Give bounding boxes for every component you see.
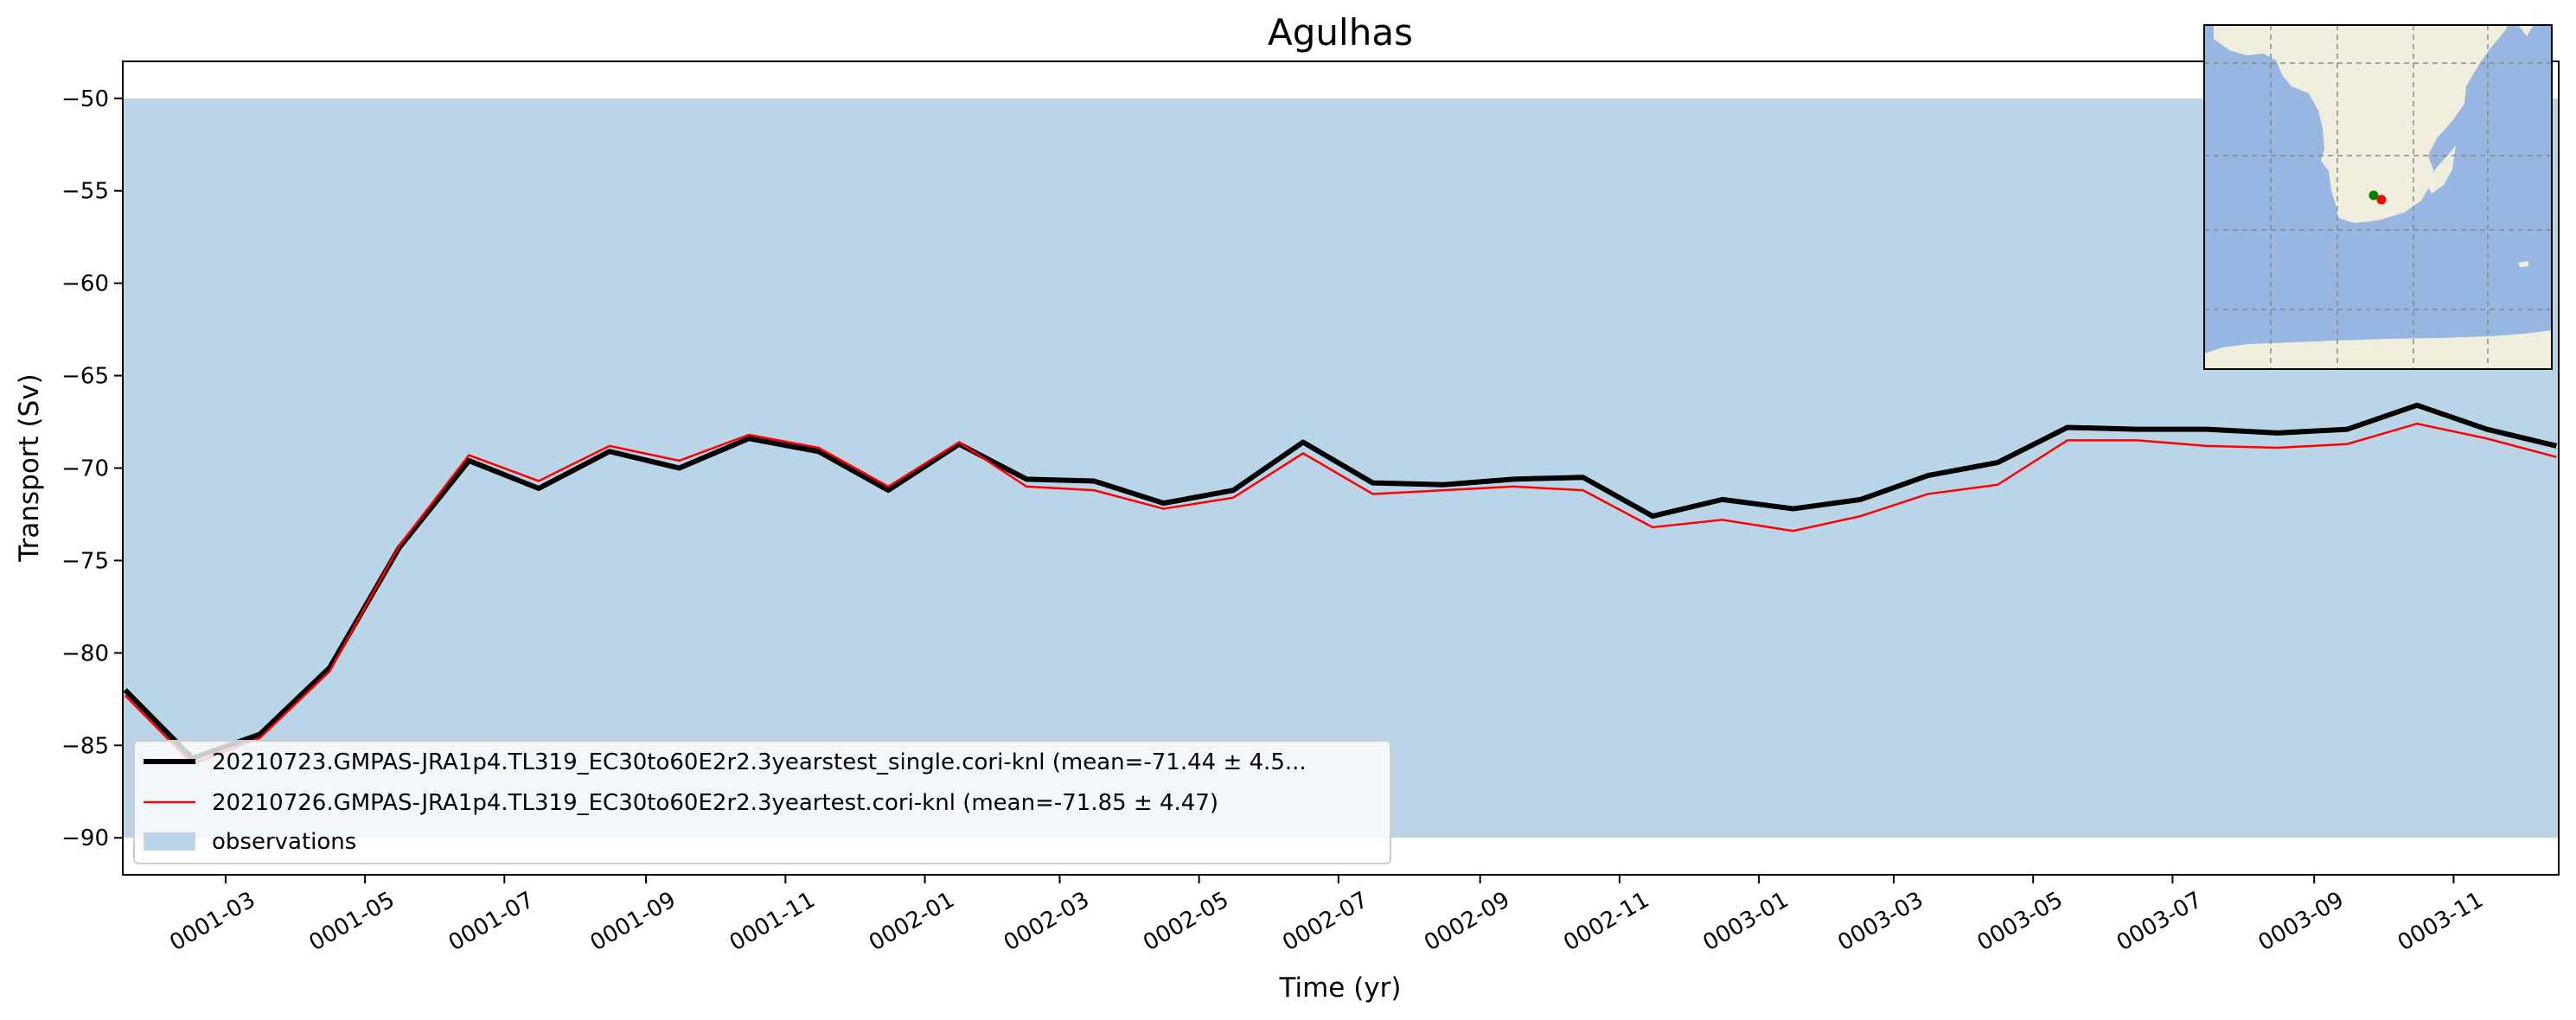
map-land-antarctica: [2204, 330, 2552, 369]
map-land-madagascar: [2426, 145, 2456, 194]
legend-box: [133, 740, 1391, 864]
y-tick-label: −60: [61, 271, 109, 297]
observations-band: [123, 98, 2559, 838]
x-tick-label: 0003-09: [2254, 887, 2349, 956]
y-tick-label: −50: [61, 86, 109, 112]
map-land-africa: [2214, 25, 2508, 223]
legend-label-series-1: 20210723.GMPAS-JRA1p4.TL319_EC30to60E2r2…: [212, 749, 1307, 775]
inset-map-frame: [2203, 24, 2553, 370]
series-line-1: [123, 402, 2558, 762]
x-tick-label: 0002-03: [1000, 887, 1094, 956]
x-tick-label: 0002-05: [1139, 887, 1233, 956]
x-tick-label: 0002-11: [1559, 887, 1653, 956]
legend-label-observations: observations: [212, 829, 356, 855]
map-marker-green: [2368, 190, 2379, 201]
x-tick-label: 0003-01: [1699, 887, 1793, 956]
y-tick-label: −90: [61, 826, 109, 851]
x-tick-label: 0002-01: [865, 887, 959, 956]
y-tick-label: −75: [61, 548, 109, 574]
y-axis-label: Transport (Sv): [14, 373, 45, 563]
x-tick-label: 0001-03: [165, 887, 259, 956]
y-tick-label: −65: [61, 364, 109, 390]
x-tick-label: 0001-05: [305, 887, 400, 956]
x-tick-label: 0003-03: [1833, 887, 1927, 956]
x-axis-label: Time (yr): [1279, 972, 1402, 1004]
x-tick-label: 0003-11: [2394, 887, 2488, 956]
y-tick-label: −85: [61, 733, 109, 759]
y-tick-label: −80: [61, 641, 109, 666]
x-tick-label: 0002-07: [1278, 887, 1372, 956]
map-land-island: [2518, 261, 2528, 267]
x-tick-label: 0001-07: [444, 887, 539, 956]
x-tick-label: 0002-09: [1420, 887, 1514, 956]
x-tick-label: 0003-05: [1973, 887, 2068, 956]
legend-label-series-2: 20210726.GMPAS-JRA1p4.TL319_EC30to60E2r2…: [212, 790, 1218, 816]
series-line-2: [124, 422, 2557, 765]
inset-map: [2203, 24, 2553, 370]
x-tick-label: 0001-11: [725, 887, 820, 956]
x-tick-label: 0003-07: [2113, 887, 2207, 956]
y-tick-label: −55: [61, 179, 109, 205]
map-marker-red: [2376, 194, 2387, 205]
legend: 20210723.GMPAS-JRA1p4.TL319_EC30to60E2r2…: [133, 740, 1391, 864]
chart-title: Agulhas: [1268, 11, 1413, 54]
legend-swatch-observations: [144, 832, 195, 851]
map-land-arabia: [2518, 25, 2534, 36]
x-tick-label: 0001-09: [586, 887, 681, 956]
y-tick-label: −70: [61, 456, 109, 482]
